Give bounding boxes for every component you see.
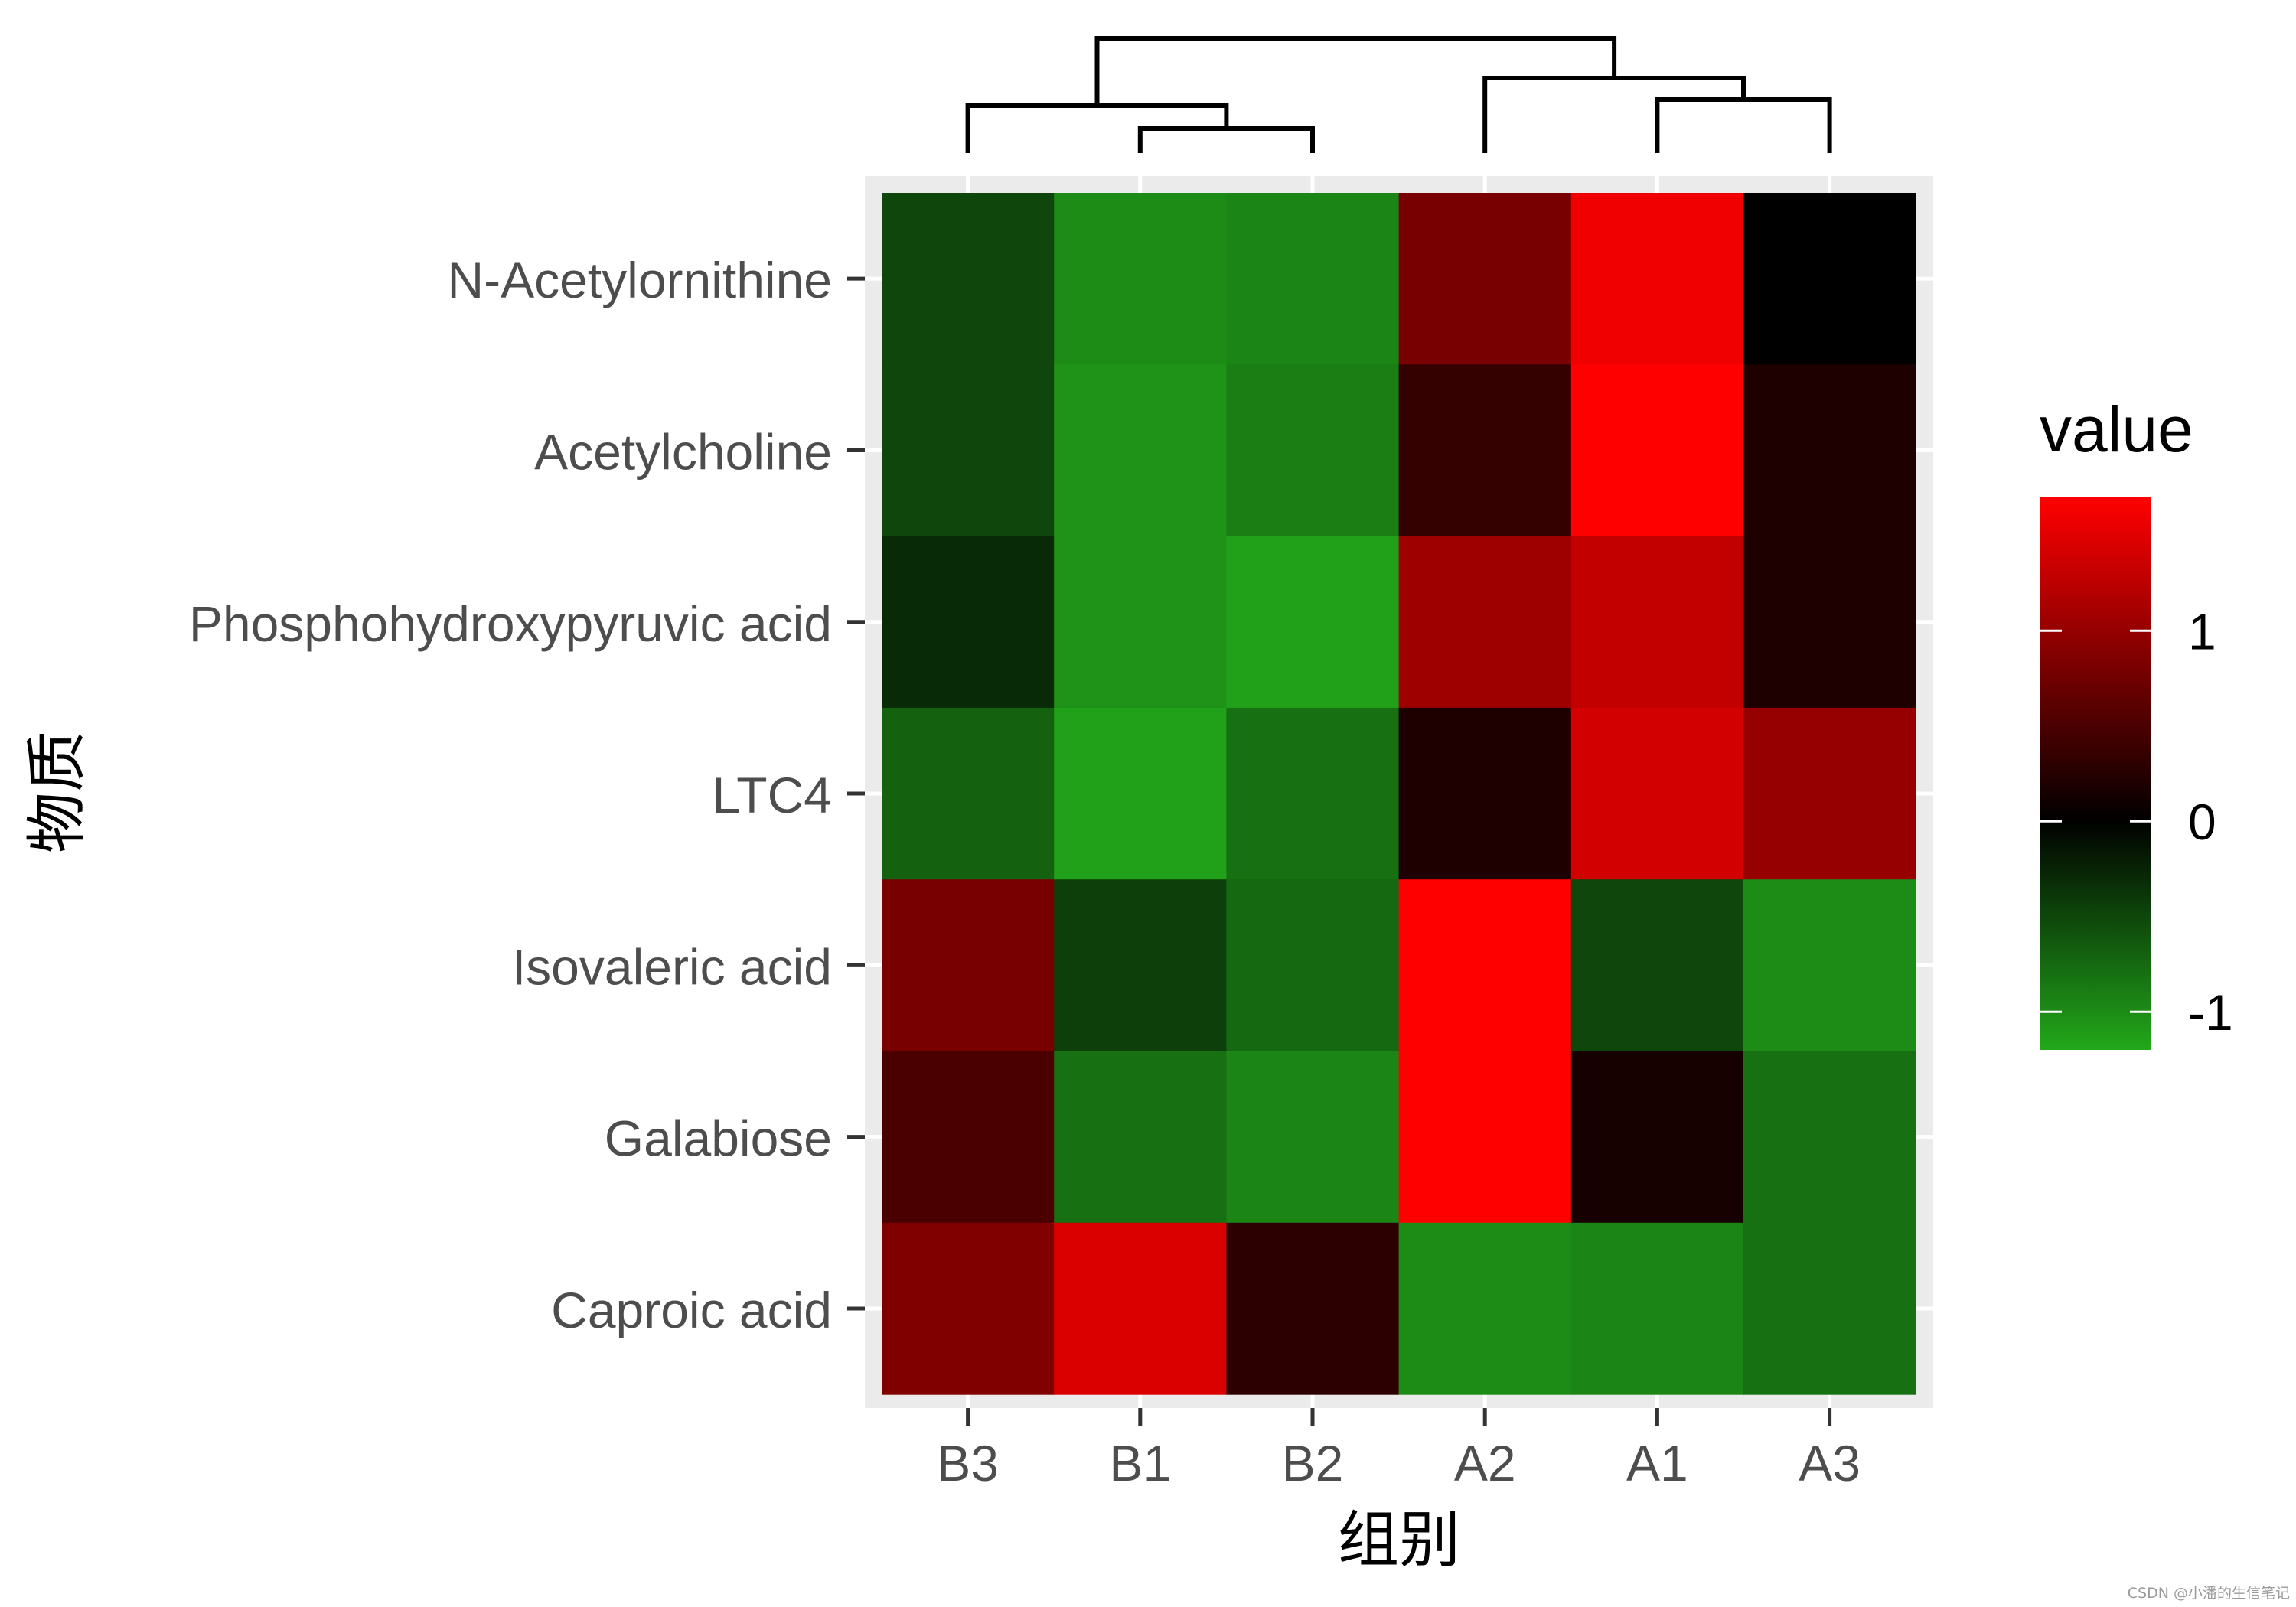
legend-tick-label: 0 — [2188, 794, 2216, 850]
heatmap-cell — [1743, 193, 1916, 365]
heatmap-cell — [882, 1051, 1055, 1224]
heatmap-cell — [1398, 707, 1572, 880]
heatmap-cell — [1743, 536, 1916, 709]
heatmap-cell — [882, 707, 1055, 880]
heatmap-cell — [1226, 364, 1400, 537]
heatmap-cell — [1054, 193, 1227, 365]
heatmap-cell — [1398, 1222, 1572, 1395]
heatmap-tiles — [882, 193, 1916, 1395]
dendrogram-branch — [1655, 97, 1832, 153]
legend-ticks: 1 0 -1 — [2040, 603, 2233, 1041]
x-tick-label: A1 — [1626, 1435, 1688, 1491]
heatmap-cell — [1054, 879, 1227, 1052]
column-dendrogram — [965, 36, 1832, 153]
heatmap-cell — [882, 536, 1055, 709]
heatmap-cell — [1226, 536, 1400, 709]
heatmap-cell — [1054, 1051, 1227, 1224]
y-axis: N-Acetylornithine Acetylcholine Phosphohyd… — [189, 252, 865, 1338]
legend-tick-label: 1 — [2188, 603, 2216, 660]
dendrogram-branch — [1482, 76, 1746, 153]
y-tick-label: Acetylcholine — [534, 423, 832, 480]
x-tick-label: B2 — [1282, 1435, 1344, 1491]
dendrogram-branch — [1094, 36, 1617, 106]
y-tick-label: Galabiose — [605, 1110, 832, 1167]
heatmap-cell — [1226, 879, 1400, 1052]
heatmap-cell — [1226, 1222, 1400, 1395]
heatmap-cell — [882, 193, 1055, 365]
x-tick-label: B1 — [1109, 1435, 1171, 1491]
color-legend: value 1 0 -1 — [2040, 393, 2233, 1050]
heatmap-cell — [1743, 1051, 1916, 1224]
y-axis-title: 物质 — [21, 731, 93, 853]
heatmap-cell — [1570, 707, 1744, 880]
heatmap-cell — [1570, 1051, 1744, 1224]
y-tick-label: Phosphohydroxypyruvic acid — [189, 595, 832, 652]
heatmap-cell — [1054, 536, 1227, 709]
watermark: CSDN @小潘的生信笔记 — [2128, 1585, 2290, 1602]
heatmap-cell — [1743, 364, 1916, 537]
x-axis: B3 B1 B2 A2 A1 A3 — [937, 1408, 1861, 1491]
legend-title: value — [2040, 393, 2193, 465]
heatmap-cell — [1226, 1051, 1400, 1224]
heatmap-cell — [1398, 536, 1572, 709]
heatmap-cell — [1743, 879, 1916, 1052]
heatmap-cell — [1054, 707, 1227, 880]
heatmap-cell — [1054, 364, 1227, 537]
heatmap-cell — [1226, 707, 1400, 880]
y-tick-label: Isovaleric acid — [512, 938, 832, 995]
y-tick-label: LTC4 — [713, 767, 833, 823]
x-tick-label: A2 — [1454, 1435, 1516, 1491]
legend-colorbar — [2040, 497, 2151, 1050]
heatmap-cell — [1398, 1051, 1572, 1224]
heatmap-cell — [1570, 879, 1744, 1052]
heatmap-cell — [1398, 364, 1572, 537]
heatmap-cell — [882, 364, 1055, 537]
heatmap-cell — [1570, 536, 1744, 709]
x-tick-label: B3 — [937, 1435, 999, 1491]
heatmap-cell — [1743, 707, 1916, 880]
heatmap-cell — [1570, 1222, 1744, 1395]
heatmap-cell — [1570, 364, 1744, 537]
heatmap-cell — [882, 1222, 1055, 1395]
heatmap-cell — [1743, 1222, 1916, 1395]
y-tick-label: N-Acetylornithine — [447, 252, 832, 308]
dendrogram-branch — [1137, 126, 1315, 153]
y-tick-label: Caproic acid — [551, 1282, 832, 1338]
x-axis-title: 组别 — [1338, 1504, 1460, 1576]
legend-tick-label: -1 — [2188, 984, 2233, 1041]
heatmap-cell — [1054, 1222, 1227, 1395]
heatmap-cell — [1398, 193, 1572, 365]
heatmap-cell — [882, 879, 1055, 1052]
heatmap-cell — [1226, 193, 1400, 365]
heatmap-cell — [1398, 879, 1572, 1052]
heatmap-cell — [1570, 193, 1744, 365]
x-tick-label: A3 — [1799, 1435, 1861, 1491]
